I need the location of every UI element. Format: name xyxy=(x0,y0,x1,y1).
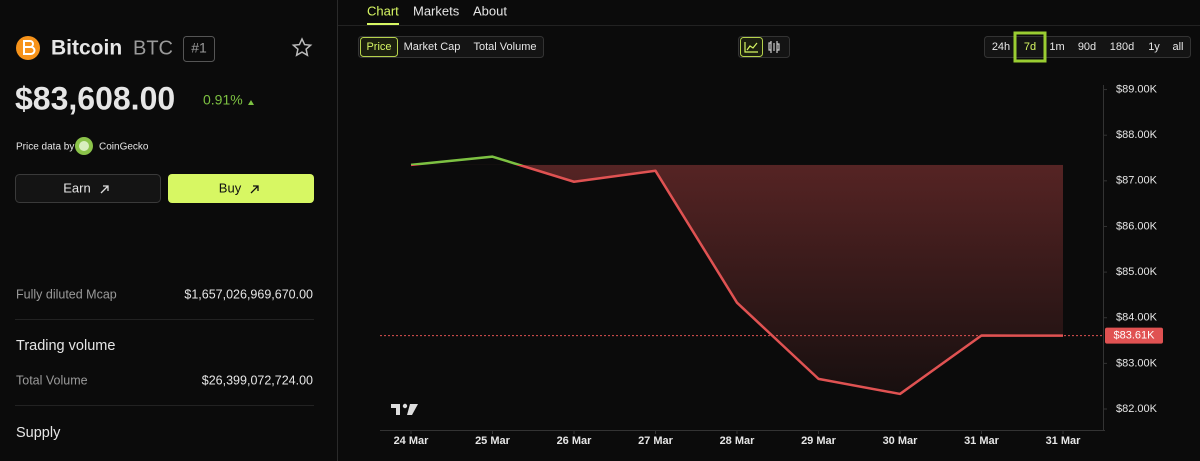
y-tick-label: $85.00K xyxy=(1116,266,1158,278)
coin-rank: #1 xyxy=(191,40,207,56)
y-tick-label: $84.00K xyxy=(1116,312,1158,324)
range-button[interactable]: 1m xyxy=(1049,41,1064,53)
x-tick-label: 29 Mar xyxy=(801,435,837,447)
metric-selected xyxy=(360,37,398,57)
line-icon xyxy=(744,42,758,53)
volume-value: $26,399,072,724.00 xyxy=(202,373,313,387)
y-tick-label: $87.00K xyxy=(1116,175,1158,187)
range-buttons: 24h 7d 1m 90d 180d 1y all xyxy=(992,31,1184,63)
price-change: 0.91% xyxy=(203,92,243,108)
price-line xyxy=(410,155,1064,396)
current-price-badge xyxy=(1105,327,1163,344)
coin-name: Bitcoin xyxy=(51,37,122,60)
range-selected xyxy=(1013,31,1047,63)
supply-heading: Supply xyxy=(16,425,61,441)
fdv-value: $1,657,026,969,670.00 xyxy=(184,287,313,301)
x-tick-label: 31 Mar xyxy=(964,435,1000,447)
change-arrow xyxy=(248,100,254,105)
metric-button[interactable]: Total Volume xyxy=(474,41,537,53)
buy-label: Buy xyxy=(219,180,242,195)
x-tick-label: 26 Mar xyxy=(557,435,593,447)
range-button[interactable]: 180d xyxy=(1110,41,1134,53)
tradingview-logo xyxy=(391,403,418,415)
x-tick-label: 24 Mar xyxy=(394,435,430,447)
price-chart: $82.00K $83.00K $84.00K $85.00K $86.00K $87.0… xyxy=(380,83,1163,447)
range-button[interactable]: 24h xyxy=(992,41,1010,53)
y-tick-label: $89.00K xyxy=(1116,83,1158,95)
x-tick-label: 31 Mar xyxy=(1046,435,1082,447)
metric-button[interactable]: Price xyxy=(366,41,391,53)
x-tick-label: 28 Mar xyxy=(720,435,756,447)
buy-arrow xyxy=(250,185,259,194)
x-tick-label: 27 Mar xyxy=(638,435,674,447)
logo-part xyxy=(407,404,418,415)
range-button[interactable]: 1y xyxy=(1148,41,1160,53)
metric-group xyxy=(358,36,544,58)
favorite-star[interactable] xyxy=(291,37,313,57)
tab[interactable]: Chart xyxy=(367,3,399,18)
coin-symbol: BTC xyxy=(133,37,173,59)
range-button[interactable]: all xyxy=(1172,41,1183,53)
source-prefix: Price data by xyxy=(16,142,74,153)
x-tick-label: 25 Mar xyxy=(475,435,511,447)
coin-header: Bitcoin BTC #1 xyxy=(16,36,313,62)
y-tick-label: $82.00K xyxy=(1116,403,1158,415)
candle-type-button[interactable] xyxy=(768,41,780,53)
rank-badge xyxy=(183,36,215,62)
coin-logo-glyph xyxy=(23,40,36,55)
tab[interactable]: Markets xyxy=(413,3,460,18)
y-tick-label: $88.00K xyxy=(1116,129,1158,141)
source-name: CoinGecko xyxy=(99,142,149,153)
current-price-label: $83.61K xyxy=(1114,330,1156,342)
fdv-label: Fully diluted Mcap xyxy=(16,287,117,301)
range-group xyxy=(984,36,1191,58)
earn-arrow xyxy=(100,185,109,194)
earn-label: Earn xyxy=(63,180,90,195)
range-button[interactable]: 90d xyxy=(1078,41,1096,53)
volume-label: Total Volume xyxy=(16,373,88,387)
earn-button[interactable] xyxy=(15,174,161,203)
area-shade xyxy=(519,164,1063,394)
coin-price: $83,608.00 xyxy=(15,80,175,116)
logo-part xyxy=(402,403,408,409)
volume-heading: Trading volume xyxy=(16,338,115,354)
tab[interactable]: About xyxy=(473,3,507,18)
source-logo-inner xyxy=(79,141,89,151)
y-tick-label: $86.00K xyxy=(1116,220,1158,232)
logo-part xyxy=(391,404,400,415)
buy-button[interactable] xyxy=(168,174,314,203)
y-tick-label: $83.00K xyxy=(1116,357,1158,369)
metric-button[interactable]: Market Cap xyxy=(404,41,461,53)
range-button[interactable]: 7d xyxy=(1024,41,1036,53)
x-tick-label: 30 Mar xyxy=(883,435,919,447)
